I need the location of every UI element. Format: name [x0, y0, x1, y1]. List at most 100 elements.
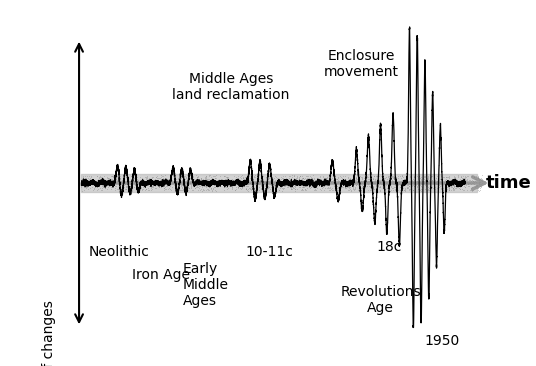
- Point: [267, 182, 276, 188]
- Point: [450, 174, 459, 180]
- Point: [444, 187, 453, 193]
- Point: [286, 175, 295, 181]
- Point: [393, 187, 402, 193]
- Point: [385, 178, 394, 183]
- Point: [344, 183, 353, 188]
- Point: [262, 184, 270, 190]
- Point: [306, 178, 315, 183]
- Point: [242, 186, 251, 192]
- Point: [415, 173, 423, 179]
- Point: [136, 186, 145, 191]
- Point: [444, 178, 452, 184]
- Point: [388, 173, 397, 179]
- Point: [363, 173, 371, 179]
- Point: [399, 182, 407, 187]
- Point: [463, 176, 472, 182]
- Point: [405, 183, 413, 189]
- Point: [234, 184, 242, 190]
- Point: [456, 183, 464, 188]
- Point: [449, 187, 458, 193]
- Point: [110, 177, 118, 183]
- Point: [344, 178, 353, 183]
- Point: [400, 177, 408, 183]
- Point: [133, 181, 142, 187]
- Point: [276, 179, 284, 185]
- Point: [323, 175, 331, 180]
- Point: [389, 175, 398, 180]
- Point: [245, 186, 254, 192]
- Point: [322, 175, 331, 181]
- Point: [290, 184, 299, 190]
- Point: [301, 175, 309, 181]
- Point: [330, 177, 339, 183]
- Point: [296, 177, 305, 183]
- Point: [264, 186, 272, 191]
- Point: [327, 175, 336, 181]
- Point: [286, 173, 294, 179]
- Point: [366, 184, 374, 190]
- Point: [236, 180, 244, 186]
- Point: [351, 177, 360, 183]
- Point: [466, 187, 474, 193]
- Point: [108, 183, 116, 189]
- Point: [201, 176, 210, 182]
- Point: [225, 183, 233, 189]
- Point: [232, 186, 241, 191]
- Point: [329, 179, 337, 185]
- Point: [407, 179, 416, 184]
- Point: [359, 186, 367, 191]
- Point: [311, 183, 319, 189]
- Point: [282, 180, 291, 186]
- Point: [403, 182, 412, 188]
- Point: [91, 177, 100, 183]
- Point: [93, 178, 101, 184]
- Point: [426, 176, 435, 182]
- Point: [458, 182, 466, 187]
- Point: [461, 180, 470, 186]
- Point: [390, 184, 398, 190]
- Point: [193, 173, 202, 179]
- Point: [173, 186, 182, 192]
- Text: rate of changes: rate of changes: [42, 300, 56, 366]
- Point: [377, 173, 385, 179]
- Point: [433, 178, 442, 184]
- Point: [373, 184, 382, 190]
- Point: [154, 178, 162, 184]
- Point: [369, 180, 378, 186]
- Point: [111, 183, 120, 189]
- Point: [421, 176, 430, 182]
- Point: [375, 177, 384, 183]
- Point: [94, 186, 102, 192]
- Point: [442, 176, 450, 182]
- Point: [449, 178, 458, 183]
- Point: [370, 173, 378, 179]
- Point: [458, 177, 467, 183]
- Point: [335, 187, 344, 193]
- Point: [356, 181, 364, 187]
- Point: [295, 182, 304, 187]
- Point: [175, 175, 183, 181]
- Point: [311, 184, 320, 190]
- Point: [359, 186, 368, 192]
- Point: [142, 186, 151, 192]
- Point: [187, 173, 195, 179]
- Point: [303, 178, 312, 184]
- Point: [254, 173, 262, 179]
- Point: [164, 186, 173, 191]
- Point: [332, 183, 340, 189]
- Point: [334, 180, 343, 186]
- Point: [434, 184, 443, 190]
- Point: [403, 176, 412, 182]
- Point: [242, 176, 251, 182]
- Point: [303, 175, 311, 180]
- Point: [206, 179, 215, 184]
- Point: [138, 177, 147, 183]
- Point: [403, 180, 411, 186]
- Point: [311, 179, 319, 185]
- Point: [114, 186, 123, 192]
- Point: [401, 178, 410, 184]
- Point: [108, 173, 117, 179]
- Point: [421, 175, 429, 180]
- Point: [142, 180, 151, 186]
- Point: [234, 184, 242, 190]
